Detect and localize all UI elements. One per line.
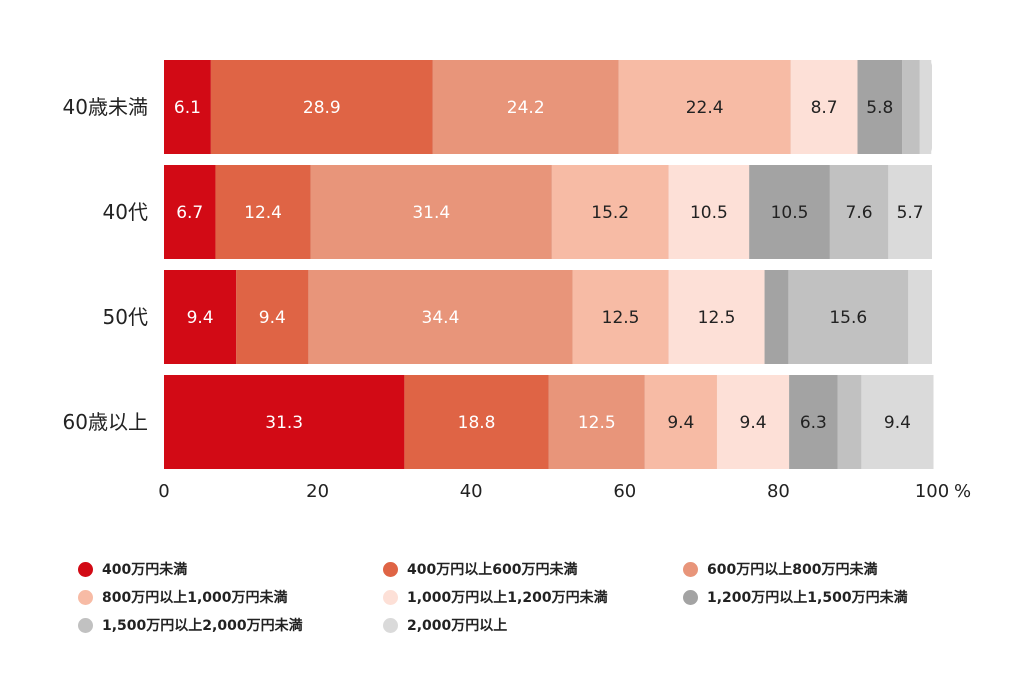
x-tick-label: 20 [306, 481, 329, 502]
legend-item: 2,000万円以上 [383, 614, 683, 636]
data-label: 5.8 [866, 98, 893, 118]
data-label: 24.2 [507, 98, 545, 118]
legend-label: 800万円以上1,000万円未満 [102, 590, 288, 606]
chart-legend: 400万円未満 400万円以上600万円未満 600万円以上800万円未満 800万円… [78, 558, 978, 636]
bar-segment [644, 375, 717, 469]
bar-segment [789, 375, 838, 469]
bar-segment [668, 165, 750, 259]
data-label: 10.5 [771, 203, 809, 223]
legend-item: 800万円以上1,000万円未満 [78, 586, 383, 608]
bar-segment [164, 165, 216, 259]
legend-swatch [383, 561, 398, 577]
bar-segment [764, 270, 789, 364]
category-label: 60歳以上 [63, 410, 148, 434]
data-label: 6.1 [174, 98, 201, 118]
bar-segment [164, 375, 405, 469]
bar-segment [837, 375, 862, 469]
legend-item: 1,000万円以上1,200万円未満 [383, 586, 683, 608]
legend-swatch [78, 589, 93, 605]
data-label: 10.5 [690, 203, 728, 223]
bar-segment [668, 270, 765, 364]
category-label: 40歳未満 [63, 95, 148, 119]
bar-segment [902, 60, 920, 154]
legend-label: 400万円以上600万円未満 [407, 562, 578, 578]
data-label: 12.5 [602, 308, 640, 328]
bar-segment [310, 165, 552, 259]
bar-segment [788, 270, 909, 364]
bar-segment [888, 165, 932, 259]
data-label: 6.3 [800, 413, 827, 433]
legend-swatch [78, 561, 93, 577]
data-label: 9.4 [884, 413, 911, 433]
legend-swatch [683, 561, 698, 577]
bar-segment [548, 375, 645, 469]
bar-segment [432, 60, 619, 154]
legend-swatch [683, 589, 698, 605]
legend-item: 400万円以上600万円未満 [383, 558, 683, 580]
legend-label: 400万円未満 [102, 562, 188, 578]
data-label: 7.6 [846, 203, 873, 223]
bar-segment [829, 165, 889, 259]
category-label: 40代 [103, 200, 148, 224]
legend-swatch [78, 617, 93, 633]
legend-swatch [383, 589, 398, 605]
legend-label: 1,200万円以上1,500万円未満 [707, 590, 908, 606]
bar-segment [749, 165, 830, 259]
bar-segment [215, 165, 311, 259]
data-label: 22.4 [686, 98, 724, 118]
legend-label: 2,000万円以上 [407, 618, 508, 634]
bar-segment [790, 60, 858, 154]
legend-label: 1,500万円以上2,000万円未満 [102, 618, 303, 634]
data-label: 8.7 [811, 98, 838, 118]
legend-label: 1,000万円以上1,200万円未満 [407, 590, 608, 606]
data-label: 6.7 [176, 203, 203, 223]
x-axis-unit: % [954, 481, 971, 502]
legend-item: 400万円未満 [78, 558, 383, 580]
data-label: 9.4 [259, 308, 286, 328]
bar-segment [164, 270, 237, 364]
data-label: 5.7 [897, 203, 924, 223]
x-tick-label: 80 [767, 481, 790, 502]
data-label: 12.5 [698, 308, 736, 328]
data-label: 15.2 [591, 203, 629, 223]
bar-segment [210, 60, 433, 154]
legend-item: 600万円以上800万円未満 [683, 558, 983, 580]
data-label: 9.4 [187, 308, 214, 328]
bar-segment [716, 375, 790, 469]
legend-item: 1,500万円以上2,000万円未満 [78, 614, 383, 636]
data-label: 28.9 [303, 98, 341, 118]
x-tick-label: 0 [158, 481, 169, 502]
bar-segment [572, 270, 669, 364]
data-label: 15.6 [829, 308, 867, 328]
bar-segment [404, 375, 549, 469]
data-label: 31.4 [412, 203, 450, 223]
legend-swatch [383, 617, 398, 633]
x-tick-label: 60 [613, 481, 636, 502]
data-label: 31.3 [265, 413, 303, 433]
bar-segment [308, 270, 573, 364]
data-label: 9.4 [667, 413, 694, 433]
bar-segment [857, 60, 903, 154]
legend-label: 600万円以上800万円未満 [707, 562, 878, 578]
bar-segment [551, 165, 669, 259]
x-tick-label: 100 [915, 481, 949, 502]
bar-segment [164, 60, 211, 154]
data-label: 18.8 [458, 413, 496, 433]
data-label: 12.5 [578, 413, 616, 433]
bar-segment [861, 375, 934, 469]
category-label: 50代 [103, 305, 148, 329]
bar-segment [908, 270, 932, 364]
x-tick-label: 40 [460, 481, 483, 502]
legend-item: 1,200万円以上1,500万円未満 [683, 586, 983, 608]
data-label: 12.4 [244, 203, 282, 223]
data-label: 9.4 [740, 413, 767, 433]
data-label: 34.4 [422, 308, 460, 328]
bar-segment [236, 270, 309, 364]
bar-segment [919, 60, 932, 154]
bar-segment [618, 60, 791, 154]
